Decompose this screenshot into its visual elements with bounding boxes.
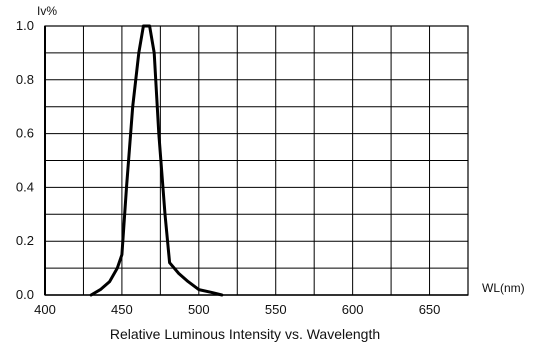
x-axis-title: WL(nm) <box>482 281 525 295</box>
chart-title: Relative Luminous Intensity vs. Waveleng… <box>110 326 380 342</box>
y-axis-title: Iv% <box>37 4 57 18</box>
x-axis-ticks: 400 450 500 550 600 650 <box>34 302 440 317</box>
x-tick-label-550: 550 <box>265 302 287 317</box>
y-tick-label-0-4: 0.4 <box>16 179 34 194</box>
y-tick-label-0-8: 0.8 <box>16 72 34 87</box>
series-line-0 <box>89 24 224 297</box>
y-tick-label-1-0: 1.0 <box>16 18 34 33</box>
x-tick-label-600: 600 <box>342 302 364 317</box>
y-axis-ticks: 0.0 0.2 0.4 0.6 0.8 1.0 <box>16 18 34 302</box>
grid-lines <box>45 26 468 295</box>
y-tick-label-0-2: 0.2 <box>16 233 34 248</box>
x-tick-label-400: 400 <box>34 302 56 317</box>
series-group <box>89 24 224 297</box>
y-tick-label-0-6: 0.6 <box>16 126 34 141</box>
x-tick-label-650: 650 <box>419 302 441 317</box>
plot-frame <box>44 25 469 296</box>
x-tick-label-450: 450 <box>111 302 133 317</box>
y-tick-label-0-0: 0.0 <box>16 287 34 302</box>
x-tick-label-500: 500 <box>188 302 210 317</box>
